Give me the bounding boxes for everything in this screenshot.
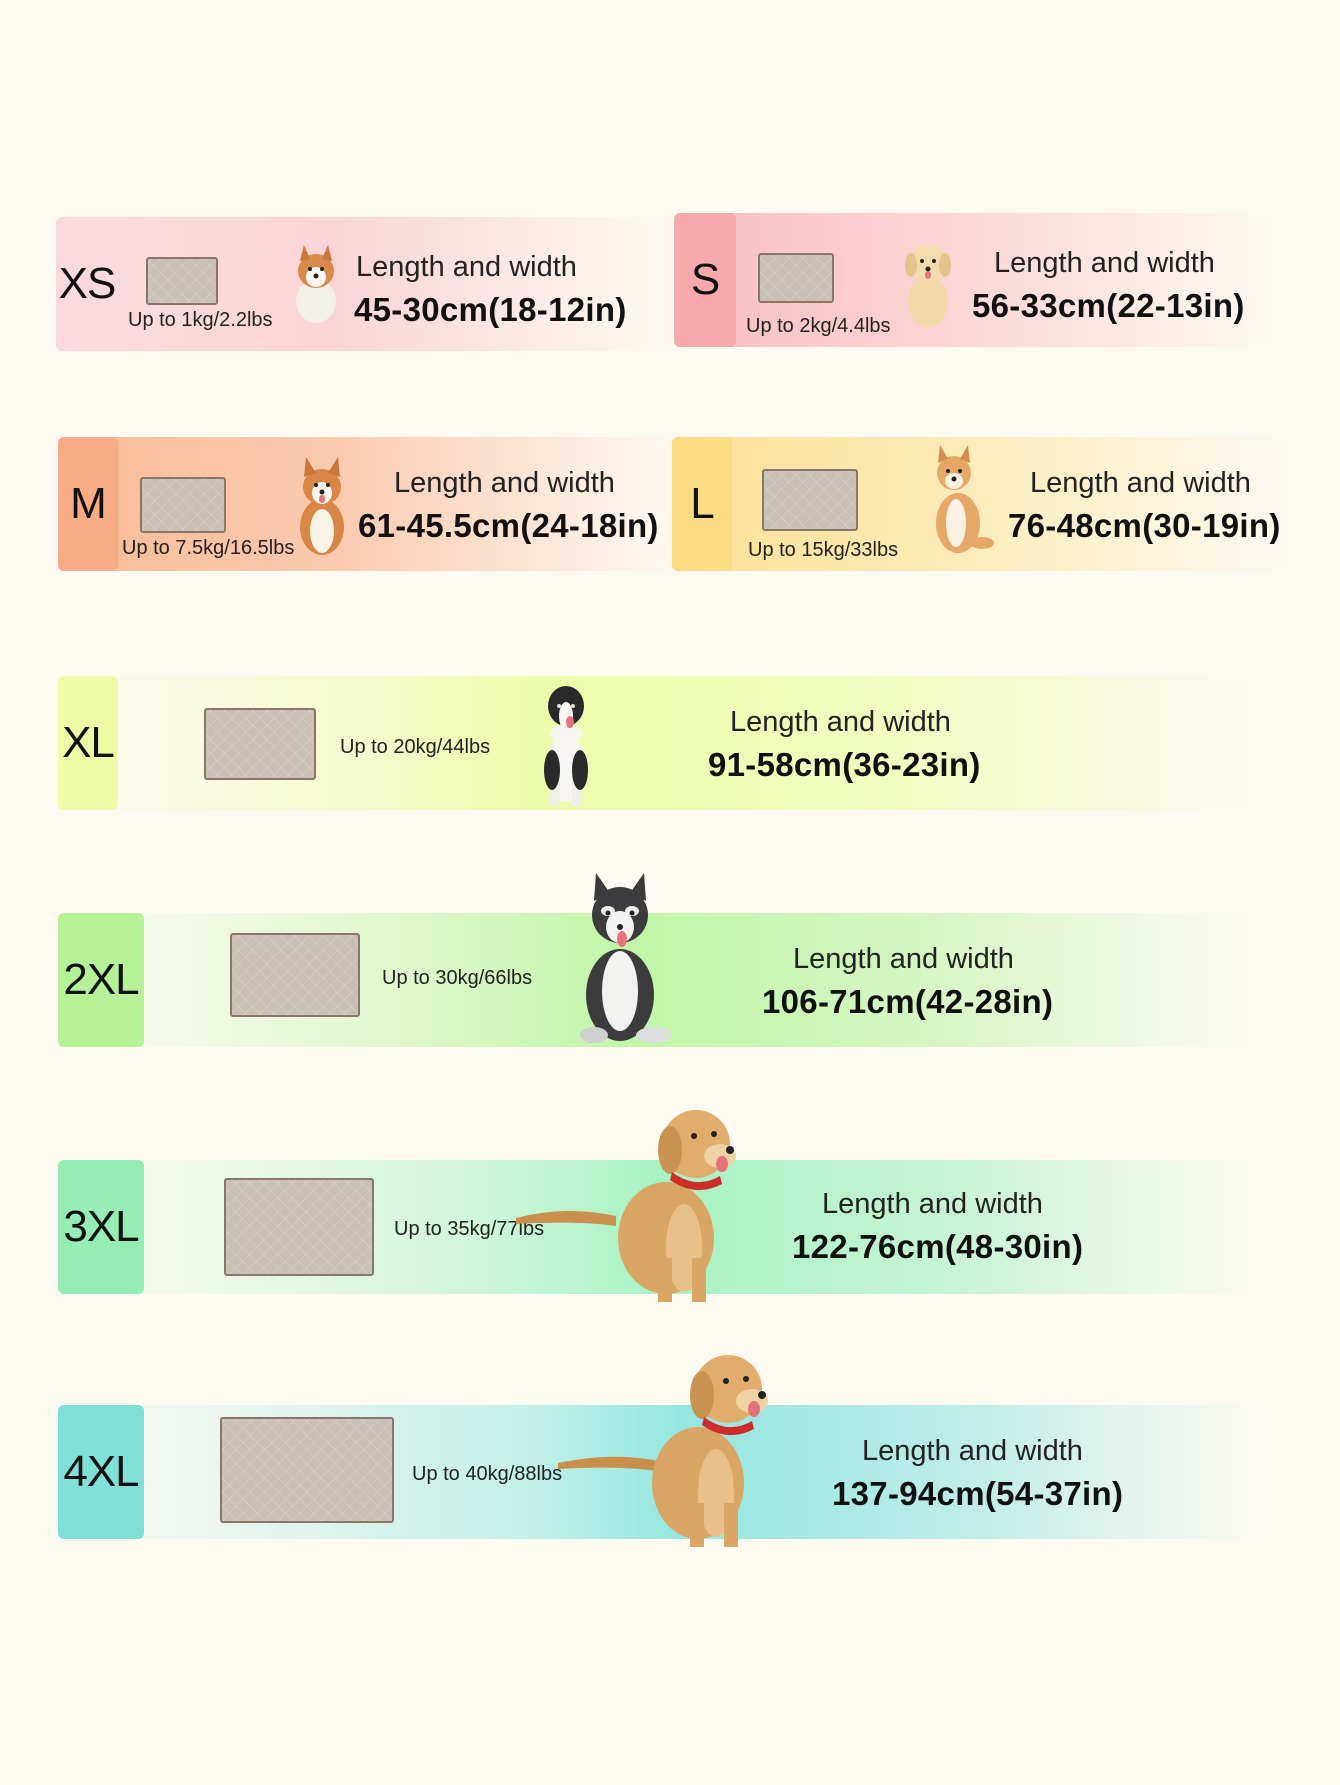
border-collie-icon: [544, 686, 588, 806]
size-badge: XL: [58, 676, 118, 810]
size-badge: M: [58, 437, 118, 571]
dimensions: 56-33cm(22-13in): [972, 287, 1245, 324]
corgi-icon: [300, 457, 344, 555]
size-row-l: L Up to 15kg/33lbs Length and width 76-4…: [672, 437, 1302, 571]
length-width-label: Length and width: [1030, 467, 1251, 499]
weight-capacity: Up to 35kg/77lbs: [394, 1218, 545, 1240]
golden-puppy-icon: [905, 245, 951, 327]
length-width-label: Length and width: [394, 467, 615, 499]
size-row-xl: XL Up to 20kg/44lbs Length and width 91-…: [58, 676, 1258, 810]
dimensions: 106-71cm(42-28in): [762, 983, 1054, 1020]
size-badge: 4XL: [58, 1405, 144, 1539]
weight-capacity: Up to 40kg/88lbs: [412, 1463, 563, 1485]
length-width-label: Length and width: [862, 1435, 1083, 1467]
mat-image: [204, 708, 316, 780]
size-row-m: M Up to 7.5kg/16.5lbs Length and width 6…: [58, 437, 678, 571]
length-width-label: Length and width: [730, 706, 951, 738]
length-width-label: Length and width: [793, 943, 1014, 975]
dimensions: 61-45.5cm(24-18in): [358, 507, 659, 544]
size-badge: L: [672, 437, 732, 571]
size-badge: 2XL: [58, 913, 144, 1047]
dimensions: 91-58cm(36-23in): [708, 746, 981, 783]
mat-image: [762, 469, 858, 531]
length-width-label: Length and width: [822, 1188, 1043, 1220]
size-row-4xl: 4XL Up to 40kg/88lbs Length and width 13…: [58, 1355, 1258, 1547]
husky-icon: [580, 873, 672, 1043]
size-badge: XS: [56, 217, 118, 351]
size-badge: 3XL: [58, 1160, 144, 1294]
weight-capacity: Up to 20kg/44lbs: [340, 736, 491, 758]
size-badge: S: [674, 213, 736, 347]
weight-capacity: Up to 7.5kg/16.5lbs: [122, 537, 295, 559]
weight-capacity: Up to 15kg/33lbs: [748, 539, 899, 561]
mat-image: [146, 257, 218, 305]
dimensions: 45-30cm(18-12in): [354, 291, 627, 328]
dimensions: 122-76cm(48-30in): [792, 1228, 1084, 1265]
golden-retriever-icon: [558, 1355, 768, 1547]
size-row-xs: XS Up to 1kg/2.2lbs Length and width 45-…: [56, 217, 676, 351]
mat-image: [224, 1178, 374, 1276]
golden-retriever-icon: [516, 1110, 736, 1302]
corgi-puppy-icon: [296, 245, 336, 323]
shiba-icon: [936, 445, 994, 553]
weight-capacity: Up to 2kg/4.4lbs: [746, 315, 891, 337]
mat-image: [758, 253, 834, 303]
dimensions: 76-48cm(30-19in): [1008, 507, 1281, 544]
mat-image: [220, 1417, 394, 1523]
length-width-label: Length and width: [356, 251, 577, 283]
dimensions: 137-94cm(54-37in): [832, 1475, 1124, 1512]
size-row-s: S Up to 2kg/4.4lbs Length and width 56-3…: [674, 213, 1274, 347]
size-row-3xl: 3XL Up to 35kg/77lbs Length and width 12…: [58, 1110, 1258, 1302]
length-width-label: Length and width: [994, 247, 1215, 279]
size-row-2xl: 2XL Up to 30kg/66lbs Length and width 10…: [58, 873, 1258, 1047]
mat-image: [230, 933, 360, 1017]
weight-capacity: Up to 30kg/66lbs: [382, 967, 533, 989]
weight-capacity: Up to 1kg/2.2lbs: [128, 309, 273, 331]
mat-image: [140, 477, 226, 533]
